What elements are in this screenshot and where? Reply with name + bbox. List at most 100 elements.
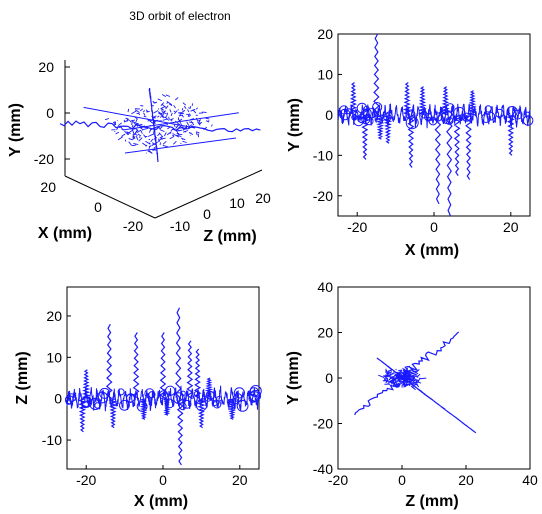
ytick-label: 40 — [317, 279, 333, 295]
trajectory-tangle — [132, 121, 137, 126]
trajectory-tangle — [140, 125, 143, 129]
trajectory-tangle — [152, 115, 157, 119]
trajectory-spike — [174, 307, 182, 400]
trajectory-loop — [453, 106, 466, 120]
trajectory-tangle — [148, 145, 151, 148]
trajectory-core — [406, 367, 408, 371]
trajectory-tangle — [182, 102, 187, 106]
trajectory-core — [410, 378, 416, 382]
trajectory-loop — [433, 112, 443, 122]
trajectory-tangle — [126, 118, 131, 122]
ytick-label: -40 — [313, 461, 333, 477]
trajectory-loop — [445, 103, 455, 112]
trajectory-core — [385, 380, 389, 384]
trajectory-loop — [346, 108, 352, 115]
trajectory-tangle — [159, 129, 165, 133]
trajectory-tangle — [174, 110, 178, 115]
trajectory-tangle — [173, 104, 176, 109]
ytick-label: 20 — [317, 26, 333, 42]
trajectory-tangle — [161, 103, 167, 108]
trajectory-tangle — [195, 107, 198, 110]
plot-3d-ztick: -10 — [170, 218, 190, 234]
trajectory-core — [404, 381, 406, 384]
plot-3d-ztick: 0 — [203, 206, 211, 222]
trajectory-core — [389, 376, 394, 381]
plot-xy-ticks: -20 0 20 -20 -10 0 10 20 — [313, 26, 519, 235]
trajectory-tangle — [178, 118, 183, 123]
trajectory-tangle — [163, 111, 167, 115]
trajectory-tangle — [159, 135, 164, 139]
trajectory-tangle — [159, 126, 163, 130]
trajectory-tangle — [142, 125, 146, 128]
trajectory-tangle — [153, 110, 159, 114]
trajectory-tangle — [190, 124, 193, 127]
trajectory-tangle — [189, 121, 194, 124]
trajectory-spike — [196, 398, 206, 429]
trajectory-tangle — [143, 112, 146, 116]
ytick-label: -20 — [313, 188, 333, 204]
trajectory-core — [397, 377, 402, 381]
trajectory-spike — [186, 340, 194, 400]
trajectory-tangle — [165, 105, 169, 110]
ytick-label: -10 — [313, 147, 333, 163]
trajectory-spike — [360, 114, 369, 160]
trajectory-spike — [375, 114, 386, 140]
trajectory-spike — [78, 398, 87, 433]
trajectory-core — [410, 373, 417, 377]
trajectory-tangle — [165, 94, 171, 97]
plot-3d-ztick: 20 — [255, 190, 271, 206]
trajectory-loop — [524, 111, 531, 117]
trajectory-tangle — [145, 140, 151, 145]
trajectory-core — [412, 370, 419, 375]
trajectory-tangle — [138, 137, 143, 142]
trajectory-core — [395, 368, 397, 371]
trajectory-tangle — [140, 105, 144, 107]
trajectory-core — [402, 380, 407, 383]
trajectory-core — [378, 374, 385, 378]
trajectory-core — [403, 371, 410, 375]
trajectory-spike — [467, 90, 478, 116]
plot-xy: -20 0 20 -20 -10 0 10 20 Y (mm) X (mm) — [286, 26, 534, 259]
plot-xy-xlabel: X (mm) — [405, 242, 459, 259]
trajectory-spike — [407, 114, 415, 168]
trajectory-tangle — [195, 132, 198, 136]
trajectory-tangle — [142, 127, 149, 131]
plot-3d-ytick: 0 — [46, 105, 54, 121]
trajectory-core — [417, 381, 422, 384]
ytick-label: 20 — [46, 308, 62, 324]
trajectory-spike — [440, 86, 451, 116]
plot-3d-xtick: 0 — [94, 199, 102, 215]
trajectory-core — [387, 369, 392, 372]
trajectory-tangle — [211, 124, 213, 127]
trajectory-tangle — [131, 128, 137, 131]
trajectory-tangle — [203, 126, 208, 131]
trajectory-loop — [458, 114, 465, 121]
trajectory-spike — [434, 114, 442, 205]
trajectory-tangle — [148, 128, 152, 133]
trajectory-loop — [372, 102, 383, 113]
trajectory-tangle — [190, 118, 195, 121]
trajectory-tangle — [174, 120, 180, 125]
trajectory-tangle — [152, 100, 156, 104]
trajectory-loop — [233, 393, 243, 402]
trajectory-tangle — [190, 125, 195, 128]
trajectory-core — [409, 371, 414, 375]
trajectory-tangle — [152, 119, 157, 125]
trajectory-tangle — [135, 128, 139, 132]
trajectory-tangle — [158, 137, 163, 142]
trajectory-tangle — [173, 110, 176, 113]
plot-3d-ztick: 10 — [229, 195, 245, 211]
trajectory-arm — [59, 120, 261, 133]
trajectory-core — [386, 365, 393, 371]
trajectory-core — [389, 381, 395, 384]
xtick-label: -20 — [76, 472, 96, 488]
trajectory-tangle — [136, 123, 139, 127]
trajectory-tangle — [131, 144, 137, 147]
trajectory-core — [395, 382, 398, 386]
plot-zy-frame — [337, 286, 531, 470]
trajectory-tangle — [191, 103, 194, 106]
trajectory-tangle — [142, 110, 146, 112]
trajectory-tangle — [153, 141, 158, 146]
trajectory-tangle — [177, 124, 180, 126]
plot-zy-trajectory — [354, 331, 477, 434]
